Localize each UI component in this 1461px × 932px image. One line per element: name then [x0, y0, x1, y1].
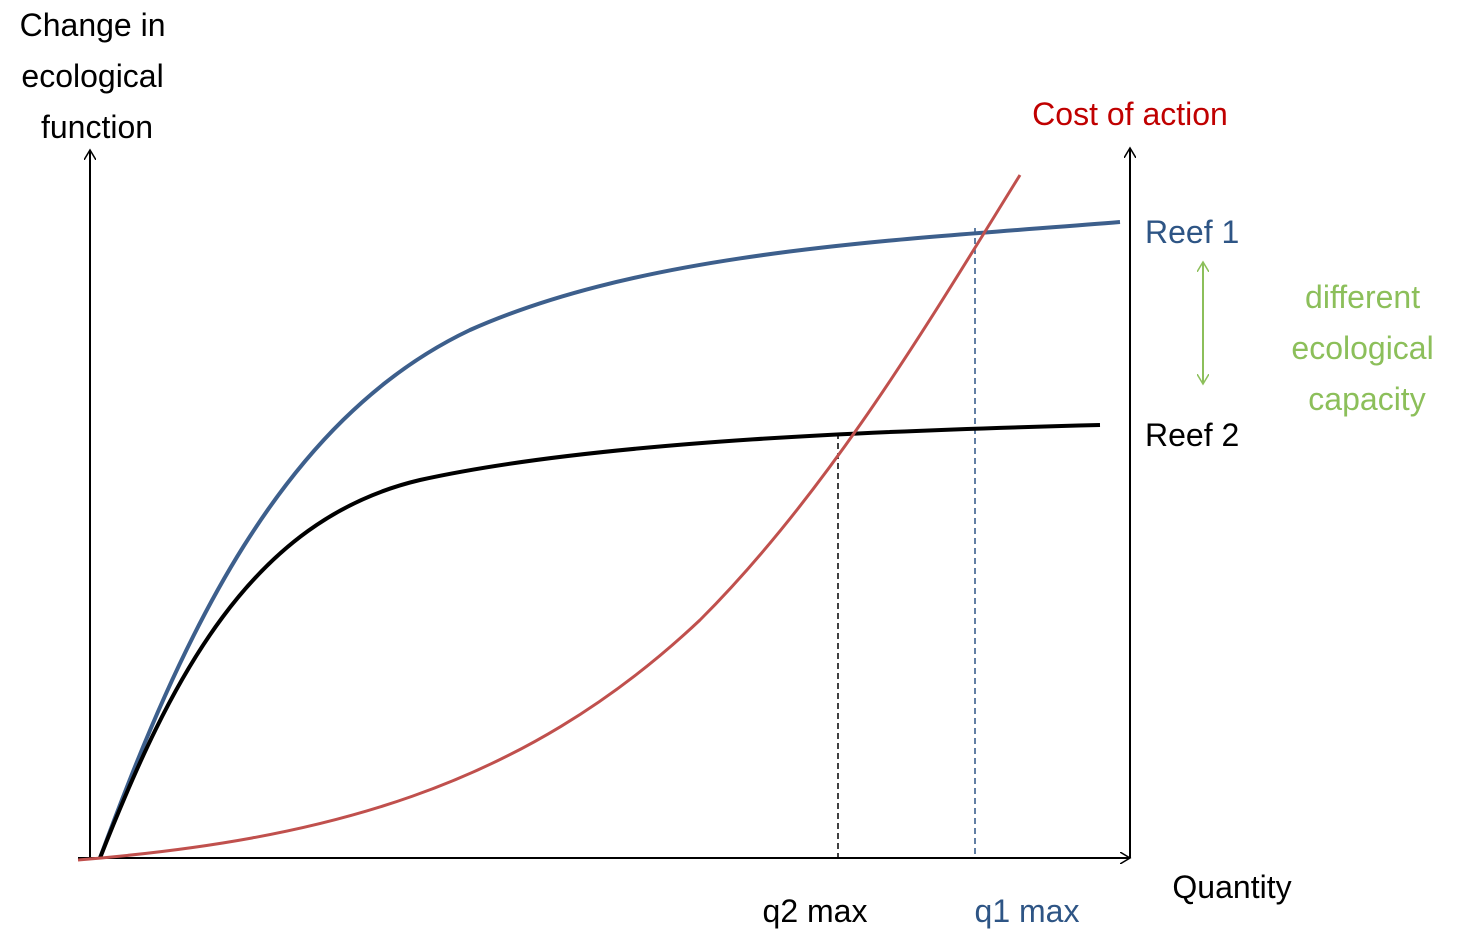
reef1-label: Reef 1: [1145, 214, 1239, 250]
y-axis-label: Change in ecological function: [20, 7, 175, 145]
capacity-note: different ecological capacity: [1291, 279, 1442, 417]
reef1-curve: [98, 220, 1121, 859]
y-axis-label-line: Change in: [20, 7, 166, 43]
q2-label: q2 max: [763, 893, 868, 929]
cost-curve: [77, 174, 1022, 862]
y-axis-label-line: ecological: [21, 58, 163, 94]
reef2-curve: [98, 423, 1101, 859]
x-axis-label: Quantity: [1172, 869, 1291, 905]
cost-label: Cost of action: [1032, 96, 1228, 132]
capacity-note-line: capacity: [1308, 381, 1425, 417]
y-axis-label-line: function: [41, 109, 153, 145]
capacity-note-line: ecological: [1291, 330, 1433, 366]
reef2-label: Reef 2: [1145, 417, 1239, 453]
q1-label: q1 max: [975, 893, 1080, 929]
capacity-note-line: different: [1305, 279, 1420, 315]
